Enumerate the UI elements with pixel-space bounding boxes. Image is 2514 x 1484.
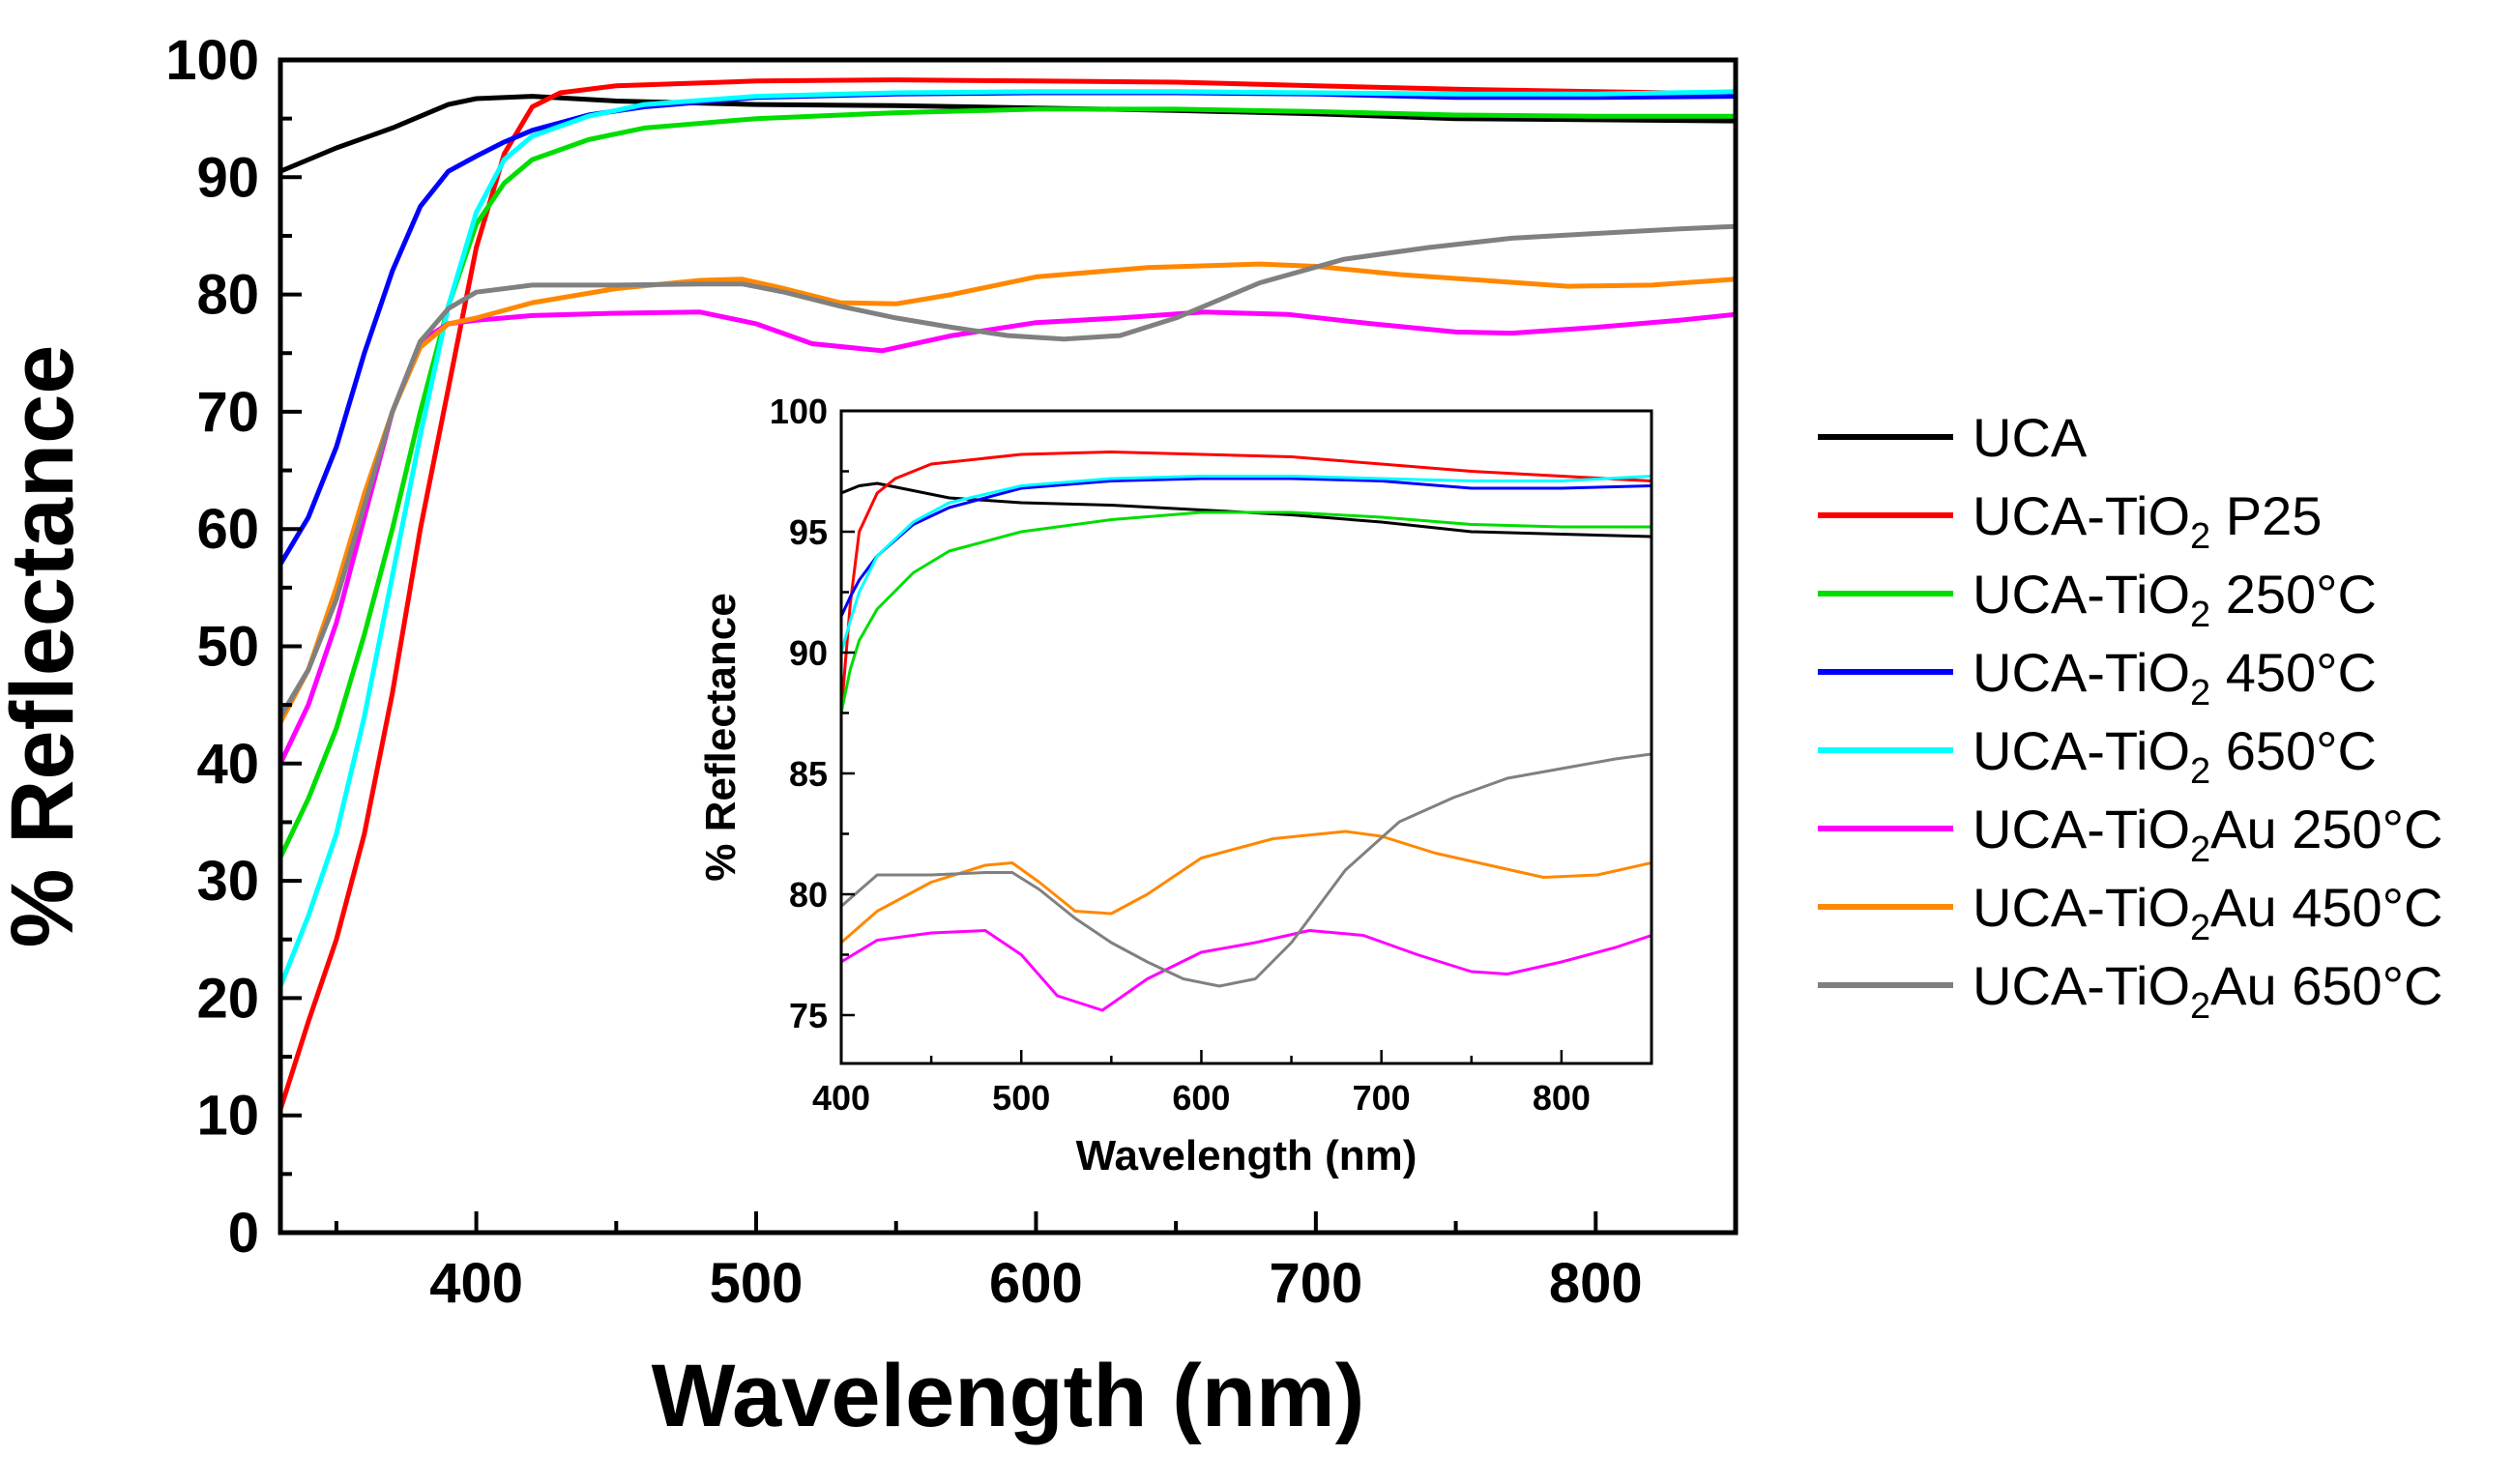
legend-label-suffix: Au 450°C	[2210, 877, 2442, 938]
inset-series-uca-tio2-650-c	[841, 475, 1652, 655]
main-plot: 400 500 600 700 800 0 10 20 30 40 50 60 70 80 90 100 Wav…	[0, 29, 1739, 1445]
legend-label-suffix: P25	[2210, 485, 2322, 546]
main-y-tick-label: 10	[196, 1085, 259, 1148]
main-x-tick-label: 600	[989, 1252, 1083, 1315]
legend-label-subscript: 2	[2190, 908, 2210, 948]
inset-series-uca-tio2au-650-c	[841, 752, 1652, 988]
inset-y-tick-label: 75	[789, 996, 828, 1035]
inset-plot: 400 500 600 700 800 75 80 85 90 95 100 Wavelength (…	[697, 392, 1653, 1179]
inset-y-tick-label: 80	[789, 875, 828, 915]
legend-label-suffix: Au 650°C	[2210, 955, 2442, 1016]
inset-x-axis-title: Wavelength (nm)	[1076, 1132, 1418, 1179]
legend-label-suffix: 250°C	[2210, 564, 2377, 625]
inset-series-uca-tio2-250-c	[841, 510, 1652, 714]
main-x-tick-label: 500	[710, 1252, 804, 1315]
main-y-tick-label: 0	[228, 1202, 259, 1265]
inset-x-tick-label: 700	[1353, 1078, 1411, 1118]
main-y-tick-label: 30	[196, 850, 259, 913]
legend-label-prefix: UCA-TiO	[1973, 720, 2190, 781]
legend-label-subscript: 2	[2190, 595, 2210, 635]
legend-label-subscript: 2	[2190, 986, 2210, 1027]
inset-series-group	[841, 451, 1652, 1012]
legend-label-prefix: UCA-TiO	[1973, 642, 2190, 703]
legend-label-prefix: UCA-TiO	[1973, 485, 2190, 546]
legend-label-5: UCA-TiO2Au 250°C	[1973, 799, 2442, 870]
inset-series-uca-tio2-p25	[841, 451, 1652, 714]
main-y-tick-label: 90	[196, 146, 259, 209]
main-series-uca-tio2-p25	[280, 77, 1736, 1113]
main-x-axis-title: Wavelength (nm)	[652, 1347, 1365, 1445]
main-x-tick-label: 800	[1549, 1252, 1643, 1315]
legend-label-subscript: 2	[2190, 516, 2210, 557]
inset-series-uca	[841, 481, 1652, 538]
main-y-tick-label: 80	[196, 264, 259, 327]
main-series-uca-tio2au-650-c	[280, 223, 1736, 719]
inset-y-tick-label: 85	[789, 754, 828, 794]
main-series-uca	[280, 94, 1736, 174]
inset-y-tick-label: 95	[789, 512, 828, 552]
main-x-tick-label: 400	[429, 1252, 523, 1315]
main-y-axis-title: % Reflectance	[0, 345, 92, 948]
legend-label-prefix: UCA-TiO	[1973, 799, 2190, 859]
legend-label-prefix: UCA-TiO	[1973, 564, 2190, 625]
legend-label-prefix: UCA-TiO	[1973, 877, 2190, 938]
main-y-tick-label: 70	[196, 381, 259, 444]
main-x-tick-label: 700	[1269, 1252, 1362, 1315]
legend-label-subscript: 2	[2190, 829, 2210, 870]
main-y-tick-label: 40	[196, 733, 259, 796]
main-y-tick-label: 60	[196, 498, 259, 561]
main-series-uca-tio2-650-c	[280, 89, 1736, 989]
inset-x-tick-label: 400	[812, 1078, 870, 1118]
inset-background	[841, 411, 1652, 1063]
legend-label-subscript: 2	[2190, 673, 2210, 713]
legend-label-2: UCA-TiO2 250°C	[1973, 564, 2377, 635]
legend-label-prefix: UCA	[1973, 407, 2088, 468]
legend-label-suffix: 650°C	[2210, 720, 2377, 781]
inset-y-tick-label: 90	[789, 633, 828, 673]
legend-label-suffix: Au 250°C	[2210, 799, 2442, 859]
main-series-uca-tio2-250-c	[280, 106, 1736, 860]
legend-label-7: UCA-TiO2Au 650°C	[1973, 955, 2442, 1027]
inset-axes-frame	[839, 409, 1653, 1065]
main-y-tick-label: 20	[196, 967, 259, 1030]
legend-label-6: UCA-TiO2Au 450°C	[1973, 877, 2442, 948]
main-series-group	[280, 77, 1736, 1113]
inset-y-axis-title: % Reflectance	[697, 593, 745, 881]
inset-series-uca-tio2au-250-c	[841, 929, 1652, 1012]
legend-label-1: UCA-TiO2 P25	[1973, 485, 2322, 557]
legend-label-3: UCA-TiO2 450°C	[1973, 642, 2377, 713]
inset-series-uca-tio2au-450-c	[841, 829, 1652, 945]
legend-label-prefix: UCA-TiO	[1973, 955, 2190, 1016]
inset-series-uca-tio2-450-c	[841, 477, 1652, 618]
legend-label-4: UCA-TiO2 650°C	[1973, 720, 2377, 792]
inset-x-tick-label: 800	[1533, 1078, 1591, 1118]
inset-x-tick-label: 600	[1172, 1078, 1230, 1118]
inset-y-tick-label: 100	[770, 392, 828, 431]
main-y-tick-label: 100	[165, 29, 259, 92]
legend-label-subscript: 2	[2190, 751, 2210, 792]
legend-label-0: UCA	[1973, 407, 2088, 468]
legend-label-suffix: 450°C	[2210, 642, 2377, 703]
main-y-tick-label: 50	[196, 616, 259, 679]
inset-x-tick-label: 500	[992, 1078, 1050, 1118]
